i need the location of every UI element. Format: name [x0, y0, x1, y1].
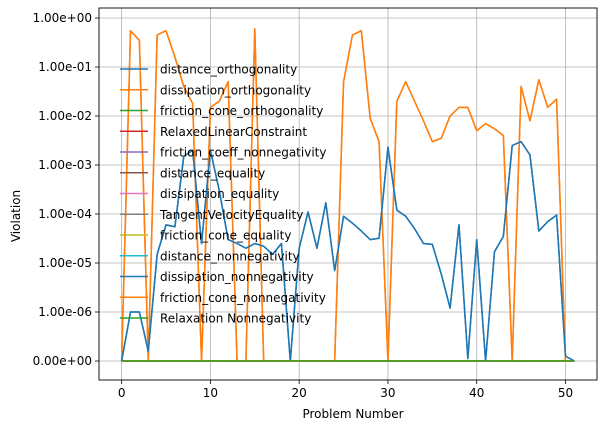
series-lines [120, 28, 575, 362]
legend-label: distance_nonnegativity [160, 249, 300, 263]
legend-label: friction_cone_orthogonality [160, 104, 323, 118]
legend-label: dissipation_equality [160, 187, 279, 201]
y-tick-label: 1.00e-02 [38, 109, 92, 123]
y-tick-label: 1.00e+00 [33, 11, 92, 25]
legend: distance_orthogonality dissipation_orthog… [120, 63, 326, 326]
y-tick-label: 1.00e-04 [38, 207, 92, 221]
y-axis-ticks: 0.00e+00 1.00e-06 1.00e-05 1.00e-04 1.00e-03… [33, 11, 99, 368]
y-tick-label: 1.00e-05 [38, 256, 92, 270]
x-tick-label: 40 [469, 386, 484, 400]
legend-label: Relaxation Nonnegativity [160, 312, 311, 326]
legend-label: dissipation_nonnegativity [160, 270, 314, 284]
legend-label: TangentVelocityEquality [159, 208, 303, 222]
x-tick-label: 10 [203, 386, 218, 400]
x-tick-label: 50 [558, 386, 573, 400]
legend-label: distance_orthogonality [160, 63, 297, 77]
x-tick-label: 20 [292, 386, 307, 400]
legend-label: dissipation_orthogonality [160, 83, 311, 97]
plot-frame [98, 7, 598, 381]
x-axis-ticks: 0 10 20 30 40 50 [118, 380, 573, 400]
series-line-dissipation_orthogonality [120, 29, 575, 362]
legend-label: friction_cone_nonnegativity [160, 291, 326, 305]
y-axis-label: Violation [9, 190, 23, 242]
legend-label: RelaxedLinearConstraint [160, 125, 307, 139]
x-tick-label: 0 [118, 386, 126, 400]
series-line-distance_orthogonality [120, 140, 575, 362]
legend-label: friction_coeff_nonnegativity [160, 146, 326, 160]
y-tick-label: 1.00e-01 [38, 60, 92, 74]
x-tick-label: 30 [380, 386, 395, 400]
y-tick-label: 1.00e-06 [38, 305, 92, 319]
y-tick-label: 0.00e+00 [33, 354, 92, 368]
y-tick-label: 1.00e-03 [38, 158, 92, 172]
legend-label: distance_equality [160, 166, 265, 180]
x-axis-label: Problem Number [302, 407, 403, 421]
legend-label: friction_cone_equality [160, 229, 291, 243]
